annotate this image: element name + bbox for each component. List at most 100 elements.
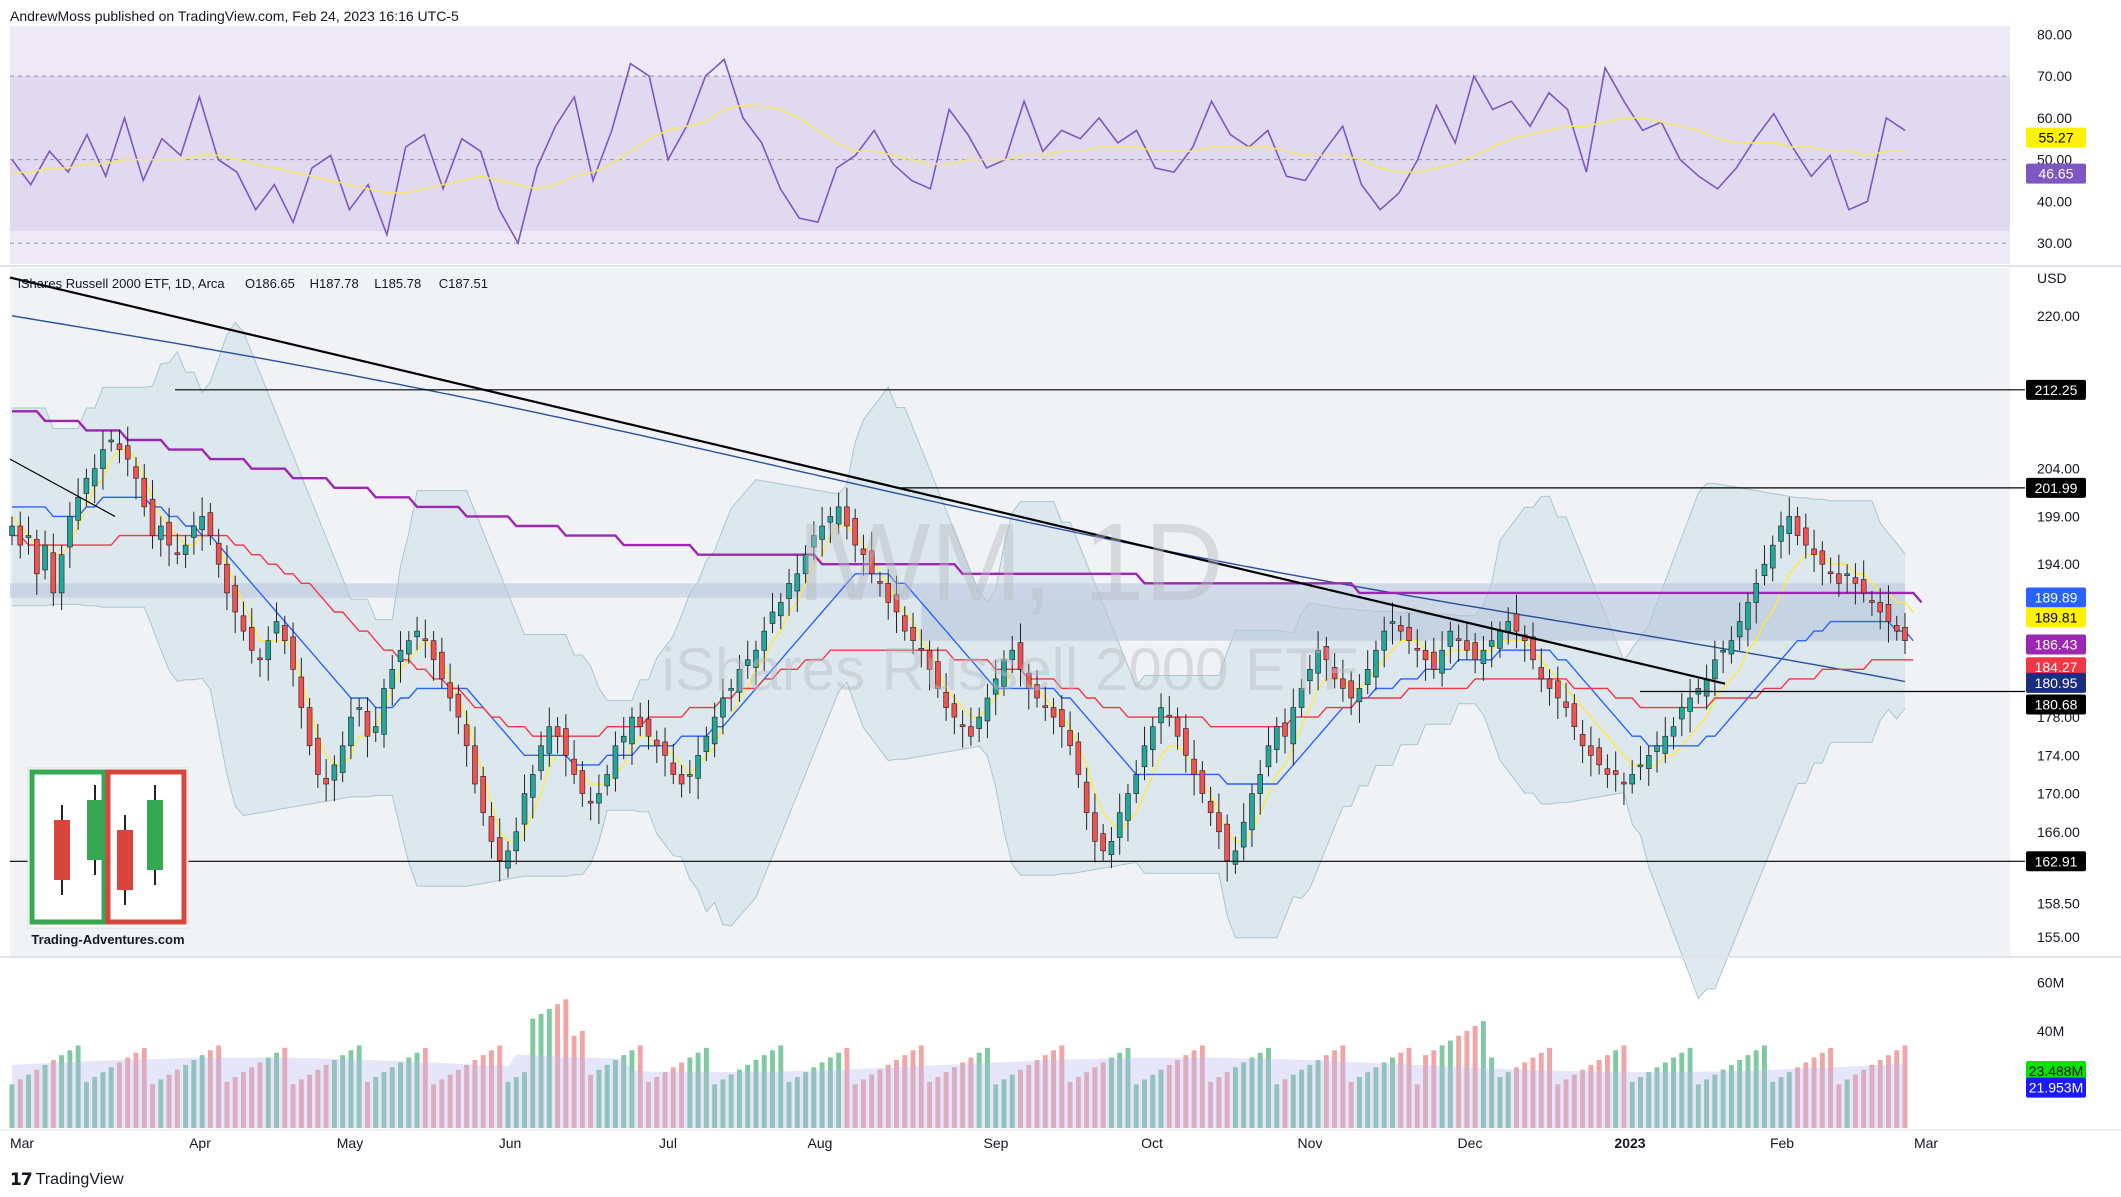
candle: [331, 764, 338, 781]
price-tick-label: 170.00: [2037, 786, 2080, 802]
volume-bar: [455, 1069, 461, 1128]
sma20-line: [12, 496, 1914, 785]
volume-bar: [1819, 1052, 1825, 1128]
candle: [910, 626, 916, 641]
candle: [1786, 516, 1793, 534]
candle: [918, 648, 925, 651]
candle: [1017, 642, 1024, 670]
price-tick-label: 155.00: [2037, 929, 2080, 945]
volume-bar: [1530, 1057, 1536, 1128]
rsi-line: [11, 57, 1906, 246]
volume-bar: [9, 1084, 15, 1128]
volume-bar: [1183, 1055, 1189, 1128]
volume-bar: [1100, 1062, 1106, 1128]
volume-badge: 23.488M: [2029, 1063, 2083, 1079]
level-badge-201-bg: [2026, 477, 2086, 498]
volume-bar: [34, 1069, 40, 1128]
volume-bar: [1001, 1079, 1007, 1128]
candle: [868, 550, 875, 575]
volume-bar: [505, 1081, 511, 1128]
volume-bar: [786, 1081, 792, 1128]
volume-bar: [1852, 1074, 1858, 1128]
volume-bar: [1365, 1072, 1371, 1128]
candle: [1001, 659, 1007, 687]
volume-bar: [307, 1074, 313, 1128]
volume-bar: [1671, 1057, 1677, 1128]
volume-bar: [1266, 1047, 1271, 1128]
logo-candle: [147, 800, 163, 870]
candle: [1538, 667, 1545, 680]
candle: [538, 745, 544, 771]
volume-bar: [1555, 1084, 1561, 1128]
rsi-ma-badge-bg: [2026, 127, 2086, 148]
sma20-badge: 189.89: [2035, 589, 2078, 605]
volume-bar: [910, 1050, 916, 1128]
volume-bar: [637, 1045, 643, 1128]
volume-badge-bg: [2026, 1060, 2086, 1081]
volume-bar: [1208, 1081, 1214, 1128]
candle: [149, 498, 156, 536]
candle: [9, 525, 15, 536]
volume-bar: [811, 1067, 817, 1128]
candle: [1307, 669, 1313, 682]
candle: [885, 583, 892, 603]
volume-bar: [778, 1045, 784, 1128]
volume-bar: [1299, 1069, 1305, 1128]
volume-bar: [803, 1072, 809, 1128]
volume-bar: [538, 1013, 544, 1128]
volume-bar: [1902, 1045, 1908, 1128]
volume-bar: [1009, 1074, 1015, 1128]
volume-bar: [406, 1057, 412, 1128]
candle: [67, 516, 73, 548]
candle: [25, 535, 32, 538]
volume-bar: [183, 1064, 189, 1128]
volume-bar: [274, 1052, 279, 1128]
volume-bar: [398, 1062, 403, 1128]
level-badge-201: 201.99: [2035, 480, 2078, 496]
volume-bar: [621, 1055, 627, 1128]
ohlc-value: C187.51: [439, 276, 488, 291]
volume-ma-badge: 21.953M: [2029, 1080, 2083, 1096]
volume-bar: [290, 1084, 296, 1128]
candle: [1414, 648, 1421, 651]
candle: [1571, 703, 1578, 727]
rsi-badge: 46.65: [2038, 166, 2073, 182]
ohlc-value: L185.78: [374, 276, 421, 291]
volume-bar: [100, 1072, 106, 1128]
candle: [356, 707, 362, 710]
candle: [513, 831, 520, 852]
volume-bar: [612, 1060, 618, 1128]
candle: [133, 466, 139, 479]
candle: [1621, 781, 1627, 785]
candle: [75, 497, 81, 521]
volume-bar: [571, 1035, 577, 1128]
volume-bar: [1323, 1055, 1329, 1128]
volume-bar: [662, 1072, 668, 1128]
footer-brand[interactable]: 𝟭𝟳 TradingView: [10, 1170, 124, 1190]
candle: [901, 615, 908, 632]
candle: [744, 659, 751, 666]
candle: [1612, 770, 1619, 775]
candle: [1059, 709, 1065, 727]
volume-bar: [1191, 1050, 1197, 1128]
candle: [1191, 758, 1197, 775]
volume-bar: [1356, 1077, 1362, 1128]
candle: [1654, 745, 1660, 752]
candle: [58, 554, 65, 594]
candle: [1381, 630, 1387, 651]
volume-bar: [827, 1057, 833, 1128]
candle: [1083, 781, 1090, 813]
candle: [1530, 636, 1536, 661]
volume-bar: [976, 1052, 982, 1128]
volume-bar: [125, 1057, 131, 1128]
volume-bar: [819, 1062, 825, 1128]
candle: [1546, 678, 1553, 689]
volume-bar: [1538, 1052, 1544, 1128]
ohlc-value: O186.65: [245, 276, 295, 291]
price-tick-label: 199.00: [2037, 508, 2080, 524]
candle: [811, 535, 817, 548]
volume-bar: [1447, 1040, 1453, 1128]
volume-bar: [464, 1064, 470, 1128]
volume-bar: [1489, 1057, 1495, 1128]
